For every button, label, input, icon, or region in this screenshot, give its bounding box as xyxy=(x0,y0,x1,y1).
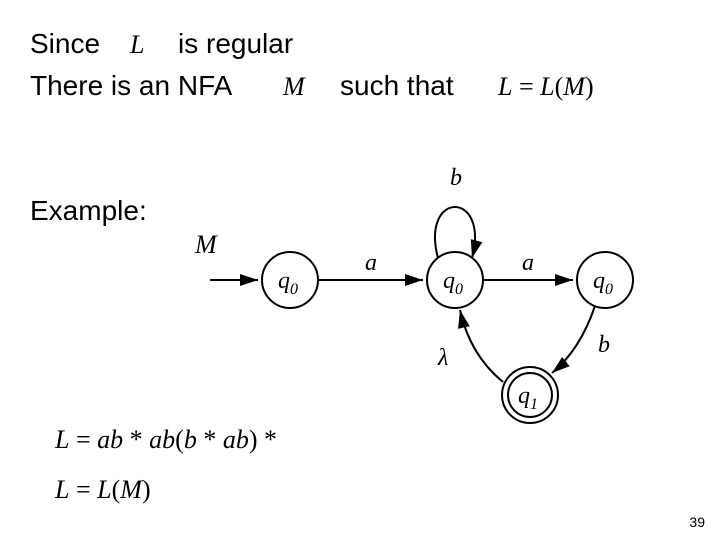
edge-s3-s1 xyxy=(460,310,503,382)
nfa-diagram: a b a b λ q0 q0 q0 q1 xyxy=(0,0,720,540)
edge-selfloop-s1 xyxy=(435,207,475,258)
equation-bottom: L = L(M) xyxy=(55,475,151,505)
page-number: 39 xyxy=(689,514,705,530)
state-s0 xyxy=(262,252,318,308)
state-s3-outer xyxy=(502,367,558,423)
edge-s2-s3 xyxy=(552,306,595,373)
equation-language: L = ab * ab(b * ab) * xyxy=(55,425,277,455)
edge-label-a1: a xyxy=(365,250,377,276)
state-s2 xyxy=(577,252,633,308)
edge-label-a2: a xyxy=(522,250,534,276)
edge-label-b: b xyxy=(598,332,610,358)
state-s1 xyxy=(427,252,483,308)
edge-label-lambda: λ xyxy=(437,345,448,371)
edge-label-b-loop: b xyxy=(450,165,462,191)
